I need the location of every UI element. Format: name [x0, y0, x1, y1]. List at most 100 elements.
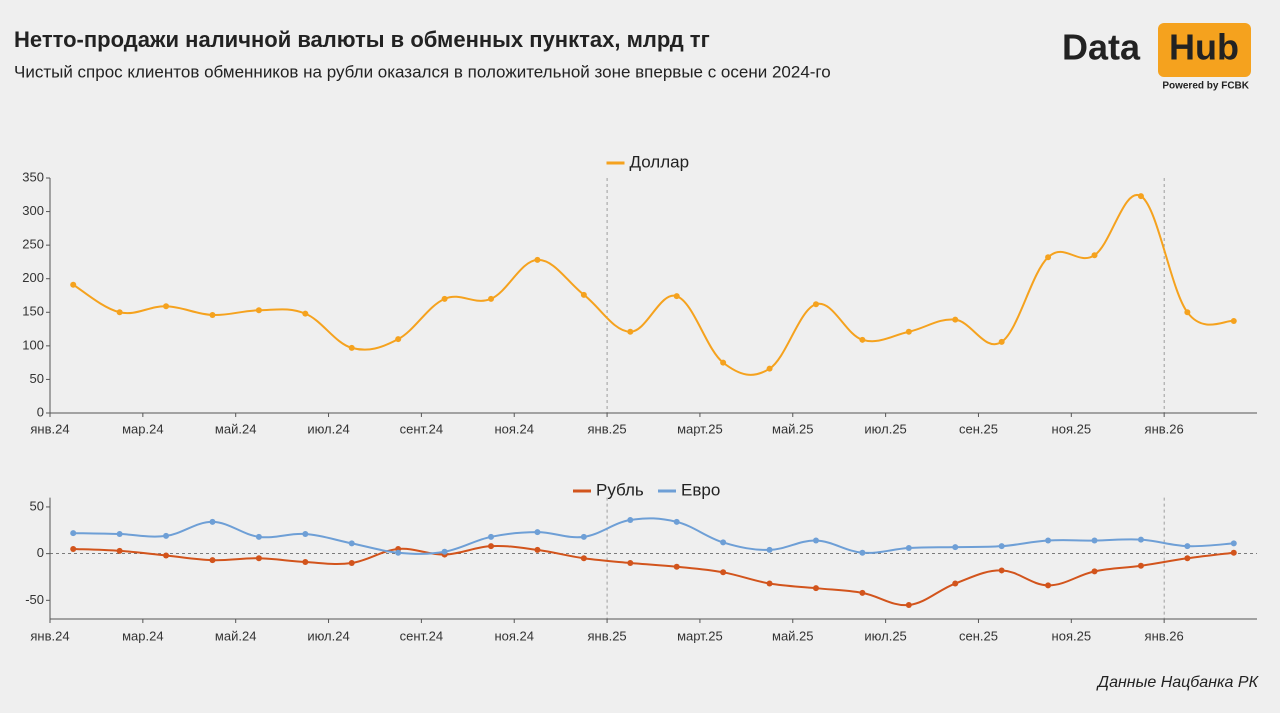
- y-tick-label: 300: [22, 203, 44, 218]
- legend-label: Доллар: [630, 152, 690, 171]
- x-tick-label: март.25: [677, 421, 723, 436]
- marker: [1091, 252, 1098, 259]
- y-tick-label: 0: [37, 545, 44, 560]
- marker: [720, 359, 727, 366]
- marker: [627, 517, 634, 524]
- marker: [1137, 536, 1144, 543]
- marker: [580, 291, 587, 298]
- marker: [534, 546, 541, 553]
- x-tick-label: ноя.24: [494, 628, 534, 643]
- marker: [1045, 537, 1052, 544]
- chart-subtitle: Чистый спрос клиентов обменников на рубл…: [14, 62, 831, 81]
- logo-text: Hub: [1169, 27, 1239, 68]
- marker: [998, 567, 1005, 574]
- logo-box: [1158, 23, 1251, 77]
- marker: [998, 338, 1005, 345]
- marker: [627, 559, 634, 566]
- x-tick-label: май.25: [772, 421, 814, 436]
- marker: [859, 589, 866, 596]
- marker: [859, 549, 866, 556]
- y-tick-label: 350: [22, 169, 44, 184]
- chart-title: Нетто-продажи наличной валюты в обменных…: [14, 27, 710, 52]
- marker: [209, 557, 216, 564]
- marker: [1184, 309, 1191, 316]
- x-tick-label: июл.25: [864, 628, 906, 643]
- marker: [673, 518, 680, 525]
- x-tick-label: янв.25: [587, 421, 626, 436]
- y-tick-label: 50: [30, 498, 44, 513]
- marker: [255, 307, 262, 314]
- legend-label: Рубль: [596, 480, 644, 499]
- x-tick-label: янв.24: [30, 628, 69, 643]
- marker: [905, 328, 912, 335]
- line: [73, 517, 1234, 555]
- x-tick-label: сен.25: [959, 628, 998, 643]
- marker: [812, 537, 819, 544]
- x-tick-label: сент.24: [400, 628, 444, 643]
- marker: [1230, 318, 1237, 325]
- marker: [766, 580, 773, 587]
- x-tick-label: янв.25: [587, 628, 626, 643]
- y-tick-label: -50: [25, 592, 44, 607]
- x-tick-label: мар.24: [122, 628, 163, 643]
- x-tick-label: ноя.25: [1052, 628, 1092, 643]
- marker: [812, 301, 819, 308]
- marker: [302, 531, 309, 538]
- y-tick-label: 150: [22, 304, 44, 319]
- marker: [1137, 562, 1144, 569]
- marker: [580, 555, 587, 562]
- marker: [441, 548, 448, 555]
- marker: [534, 529, 541, 536]
- x-tick-label: янв.24: [30, 421, 69, 436]
- legend-label: Евро: [681, 480, 720, 499]
- marker: [163, 303, 170, 310]
- marker: [1045, 582, 1052, 589]
- marker: [1091, 568, 1098, 575]
- marker: [70, 545, 77, 552]
- marker: [905, 545, 912, 552]
- marker: [255, 533, 262, 540]
- y-tick-label: 100: [22, 337, 44, 352]
- marker: [70, 530, 77, 537]
- marker: [348, 540, 355, 547]
- x-tick-label: сент.24: [400, 421, 444, 436]
- marker: [952, 544, 959, 551]
- x-tick-label: янв.26: [1145, 421, 1184, 436]
- marker: [952, 316, 959, 323]
- line: [73, 544, 1234, 607]
- marker: [1230, 549, 1237, 556]
- x-tick-label: сен.25: [959, 421, 998, 436]
- marker: [302, 310, 309, 317]
- marker: [720, 569, 727, 576]
- logo-tagline: Powered by FCBK: [1162, 81, 1249, 92]
- x-tick-label: июл.24: [307, 628, 349, 643]
- marker: [720, 539, 727, 546]
- marker: [70, 281, 77, 288]
- marker: [1184, 543, 1191, 550]
- marker: [488, 533, 495, 540]
- marker: [1184, 555, 1191, 562]
- marker: [255, 555, 262, 562]
- x-tick-label: июл.24: [307, 421, 349, 436]
- marker: [302, 559, 309, 566]
- marker: [998, 543, 1005, 550]
- marker: [952, 580, 959, 587]
- y-tick-label: 200: [22, 270, 44, 285]
- marker: [766, 365, 773, 372]
- y-tick-label: 50: [30, 371, 44, 386]
- marker: [163, 532, 170, 539]
- marker: [1230, 540, 1237, 547]
- y-tick-label: 0: [37, 404, 44, 419]
- marker: [673, 293, 680, 300]
- marker: [209, 311, 216, 318]
- marker: [627, 328, 634, 335]
- x-tick-label: янв.26: [1145, 628, 1184, 643]
- marker: [209, 518, 216, 525]
- x-tick-label: мар.24: [122, 421, 163, 436]
- marker: [348, 559, 355, 566]
- source: Данные Нацбанка РК: [1096, 674, 1260, 691]
- x-tick-label: июл.25: [864, 421, 906, 436]
